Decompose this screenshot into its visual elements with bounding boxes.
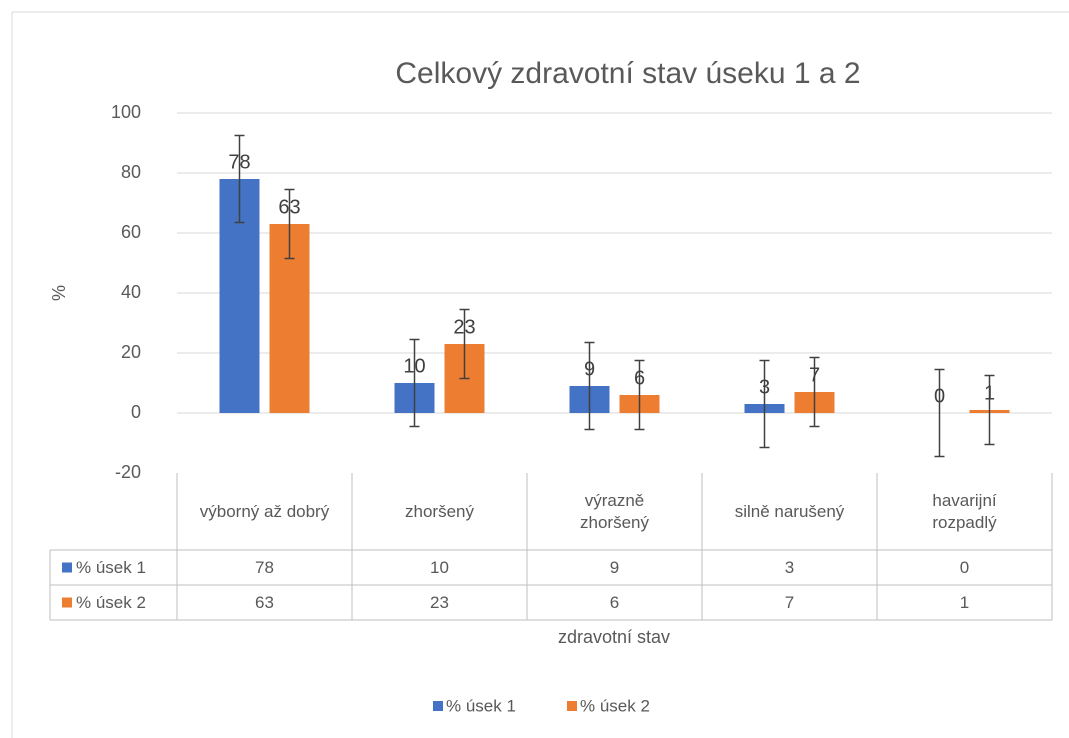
table-series-name-text: % úsek 2 [76, 592, 146, 612]
chart-frame [11, 11, 1069, 738]
category-label: výrazně zhoršený [550, 473, 680, 550]
x-axis-title: zdravotní stav [558, 627, 670, 647]
category-label-text: zhoršený [405, 501, 474, 521]
data-label: 1 [984, 382, 995, 404]
y-axis-title: % [49, 285, 69, 301]
y-tick-label: 60 [121, 222, 141, 242]
category-label: výborný až dobrý [200, 473, 330, 550]
data-label: 7 [809, 364, 820, 386]
data-label: 0 [934, 385, 945, 407]
legend-key [62, 597, 72, 608]
category-label-text: výborný až dobrý [199, 501, 330, 521]
table-series-name-text: % úsek 1 [76, 557, 146, 577]
table-series-name: % úsek 2 [76, 585, 177, 620]
category-label: havarijní rozpadlý [900, 473, 1030, 550]
category-label: silně narušený [725, 473, 855, 550]
legend-key [62, 562, 72, 573]
table-value: 6 [527, 585, 702, 620]
table-value-text: 23 [430, 592, 449, 612]
y-tick-label: 100 [111, 102, 141, 122]
data-label: 78 [228, 151, 250, 173]
data-label: 3 [759, 376, 770, 398]
legend-key [433, 701, 443, 711]
data-label: 23 [453, 316, 475, 338]
data-label: 6 [634, 367, 645, 389]
data-label: 63 [278, 196, 300, 218]
y-tick-label: -20 [115, 462, 141, 482]
table-value-text: 6 [609, 592, 620, 612]
table-value: 3 [702, 550, 877, 585]
table-value-text: 9 [609, 557, 620, 577]
table-series-name: % úsek 1 [76, 550, 177, 585]
y-tick-label: 40 [121, 282, 141, 302]
table-value: 78 [177, 550, 352, 585]
table-value-text: 7 [784, 592, 795, 612]
table-value-text: 3 [784, 557, 795, 577]
table-value: 9 [527, 550, 702, 585]
category-label-text: silně narušený [734, 501, 845, 521]
legend-key [567, 701, 577, 711]
legend-label: % úsek 2 [580, 696, 650, 715]
table-value: 0 [877, 550, 1052, 585]
table-value: 23 [352, 585, 527, 620]
y-tick-label: 0 [131, 402, 141, 422]
table-value: 1 [877, 585, 1052, 620]
chart-title: Celkový zdravotní stav úseku 1 a 2 [395, 57, 860, 90]
data-label: 10 [403, 355, 425, 377]
category-label-text: výrazně zhoršený [580, 490, 649, 532]
table-value: 10 [352, 550, 527, 585]
data-label: 9 [584, 358, 595, 380]
table-value-text: 1 [959, 592, 970, 612]
category-label-text: havarijní rozpadlý [932, 490, 997, 532]
y-tick-label: 20 [121, 342, 141, 362]
table-value-text: 63 [255, 592, 274, 612]
legend-label: % úsek 1 [446, 696, 516, 715]
table-value: 63 [177, 585, 352, 620]
table-value: 7 [702, 585, 877, 620]
table-value-text: 10 [430, 557, 449, 577]
y-tick-label: 80 [121, 162, 141, 182]
table-value-text: 0 [959, 557, 970, 577]
category-label: zhoršený [375, 473, 505, 550]
table-value-text: 78 [255, 557, 274, 577]
